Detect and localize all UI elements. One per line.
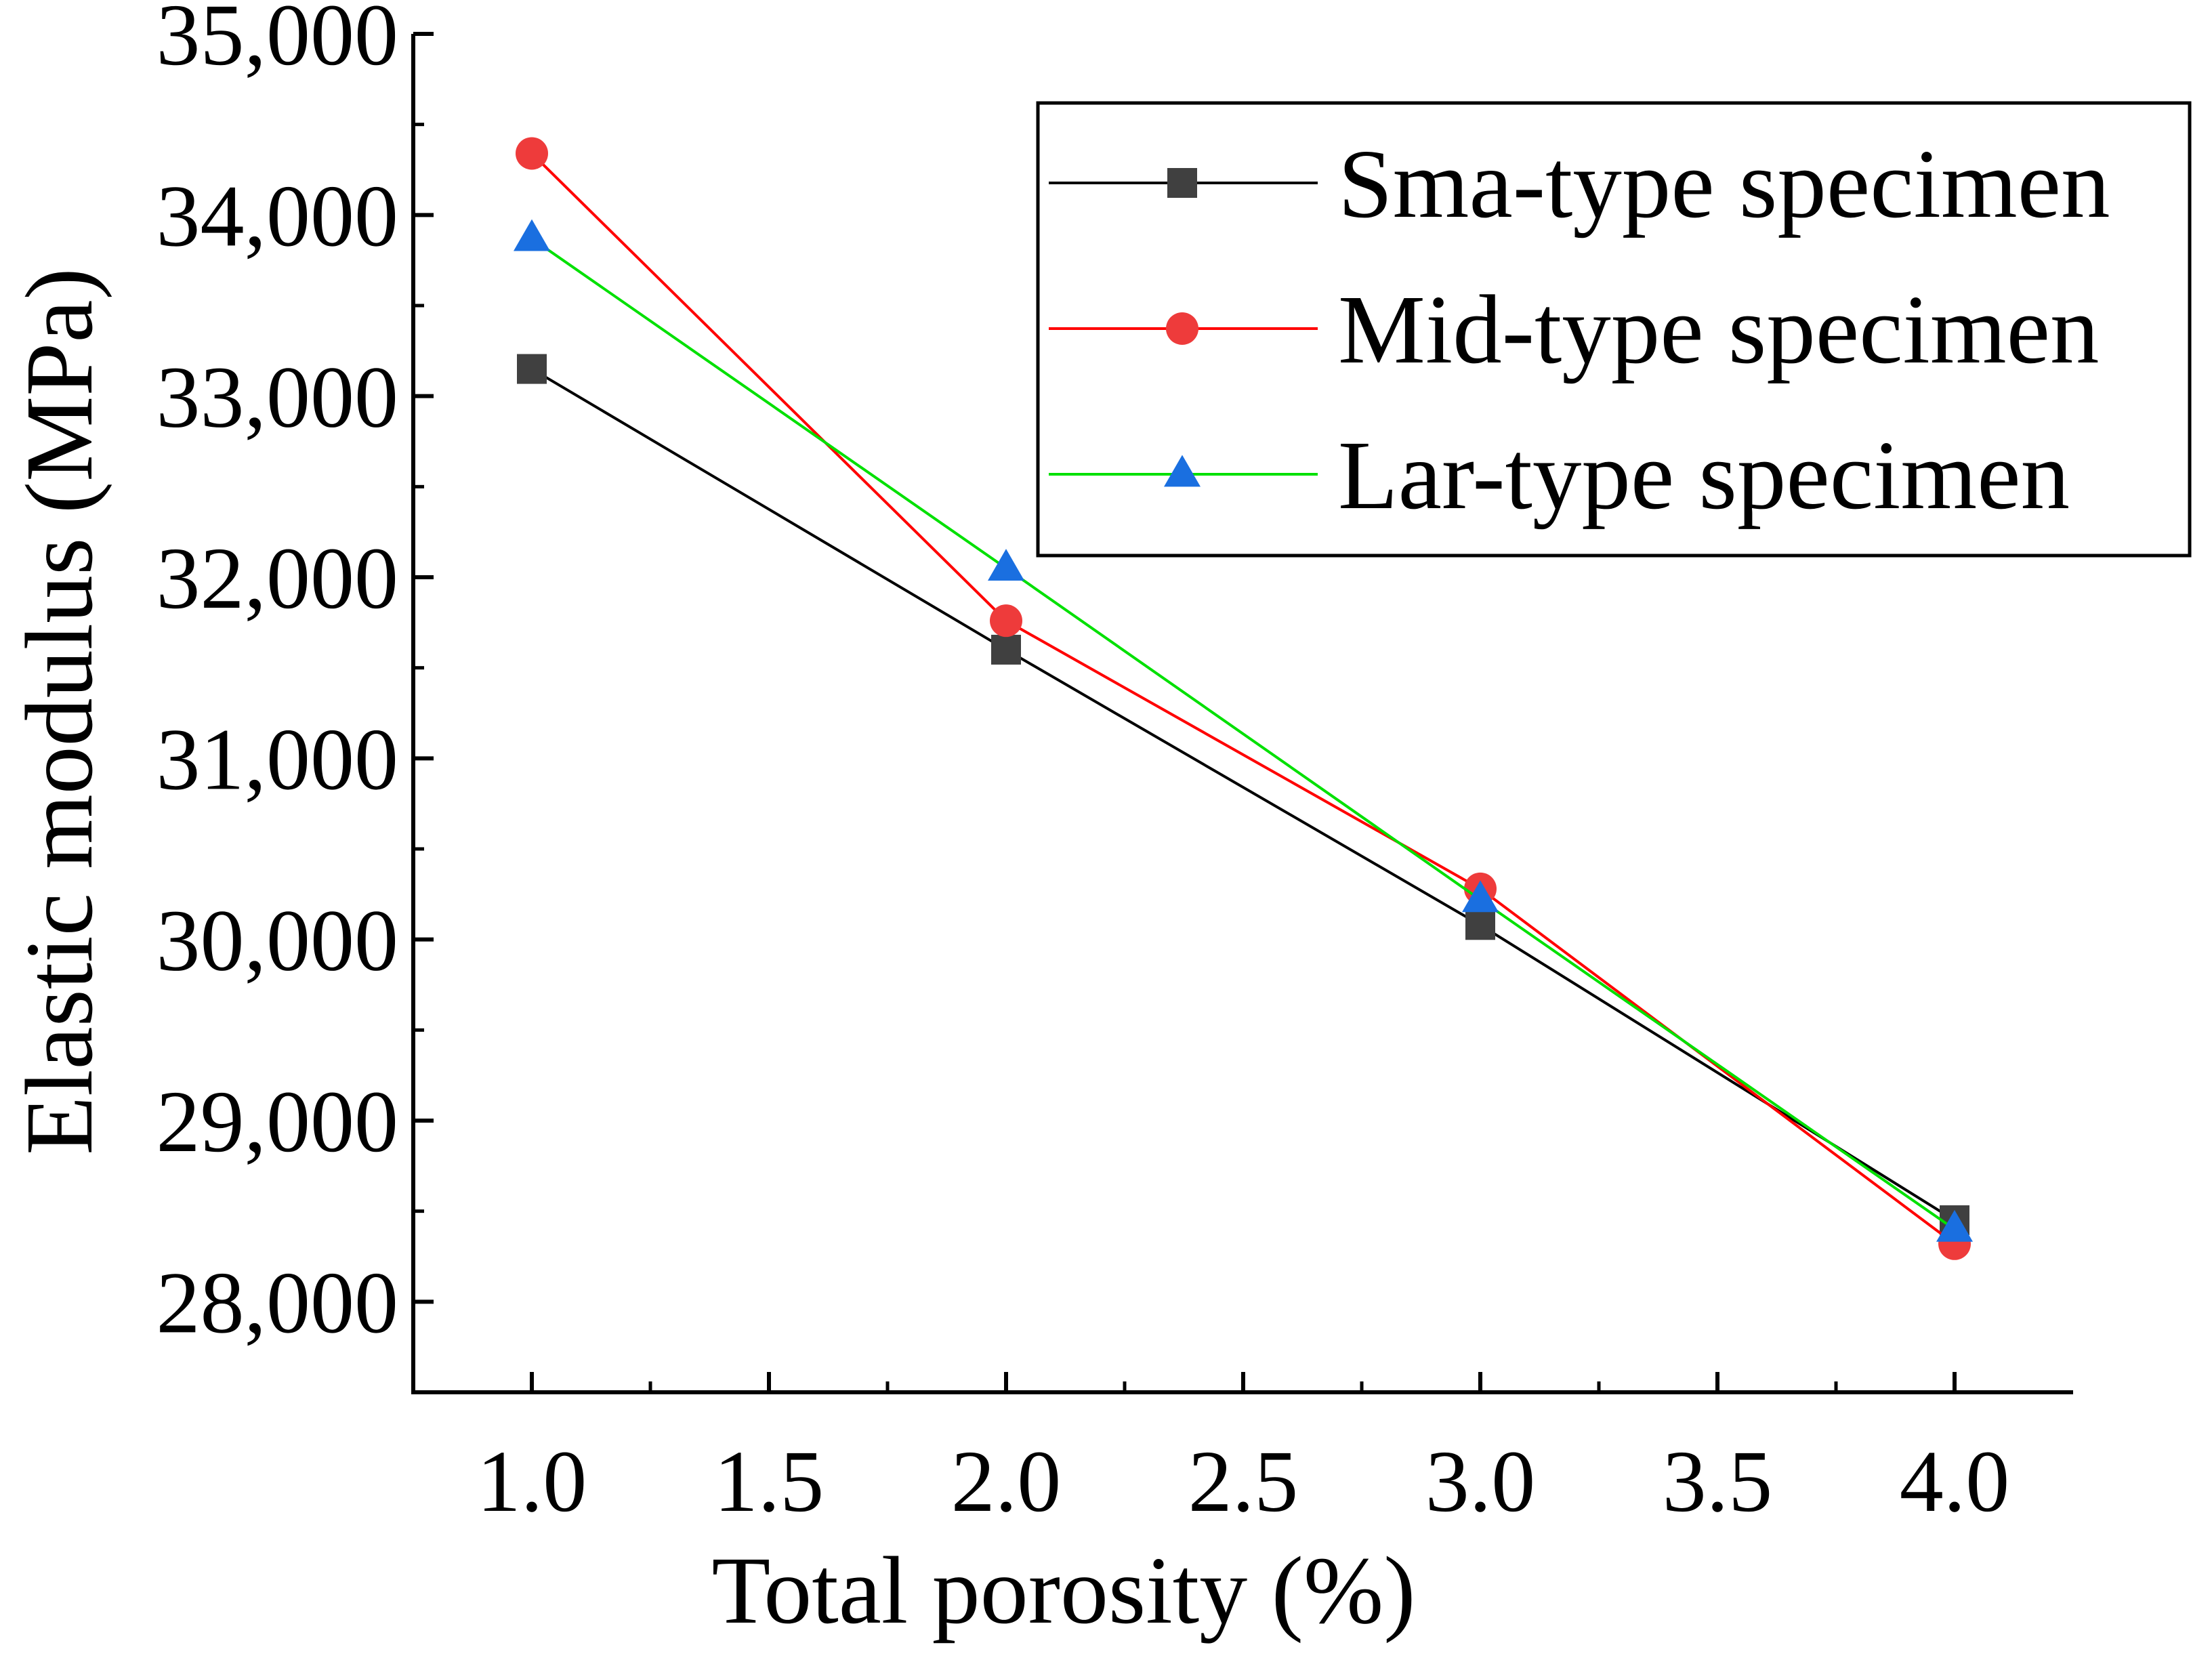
data-point-triangle [514,219,550,251]
data-point-triangle [988,549,1024,581]
y-tick-label: 29,000 [156,1073,399,1171]
x-tick-label: 2.5 [1188,1433,1299,1530]
x-tick-label: 3.5 [1663,1433,1773,1530]
series-line [530,237,1956,1231]
data-point-circle [990,604,1022,638]
x-tick-label: 2.0 [951,1433,1062,1530]
y-tick-label: 34,000 [156,167,399,265]
x-ticks: 1.0 1.5 2.0 2.5 3.0 3.5 4.0 [477,1372,2010,1530]
legend-marker-circle [1166,312,1198,345]
x-tick-label: 3.0 [1425,1433,1536,1530]
y-tick-label: 35,000 [156,0,399,84]
series-layer [514,137,1973,1260]
y-ticks: 28,000 29,000 30,000 31,000 32,000 33,000 34,0… [156,0,434,1394]
x-axis-title: Total porosity (%) [711,1537,1415,1644]
legend-label: Lar-type specimen [1338,421,2070,530]
data-point-circle [516,137,548,170]
legend-item-1: Sma-type specimen [1049,130,2110,238]
series-line [530,152,1956,1245]
legend-item-3: Lar-type specimen [1049,421,2070,530]
data-point-triangle [1936,1209,1973,1242]
x-tick-label: 1.0 [477,1433,587,1530]
legend-marker-square [1167,168,1197,198]
legend-label: Mid-type specimen [1338,276,2099,384]
y-axis-title: Elastic modulus (MPa) [5,268,112,1154]
y-tick-label: 33,000 [156,349,399,446]
x-tick-label: 1.5 [714,1433,825,1530]
legend-items: Sma-type specimen Mid-type specimen Lar-ty… [1049,130,2110,530]
legend-marker-triangle [1164,455,1201,487]
data-point-square [1465,910,1495,940]
data-point-square [517,354,547,384]
series-3 [514,219,1973,1242]
data-point-triangle [1462,880,1499,913]
legend-item-2: Mid-type specimen [1049,276,2099,384]
legend-label: Sma-type specimen [1338,130,2110,238]
x-tick-label: 4.0 [1900,1433,2010,1530]
y-tick-label: 32,000 [156,530,399,627]
y-tick-label: 31,000 [156,711,399,808]
legend: Sma-type specimen Mid-type specimen Lar-ty… [1036,101,2192,558]
y-tick-label: 28,000 [156,1254,399,1352]
series-line [530,367,1956,1222]
data-point-square [991,634,1021,665]
y-tick-label: 30,000 [156,892,399,990]
